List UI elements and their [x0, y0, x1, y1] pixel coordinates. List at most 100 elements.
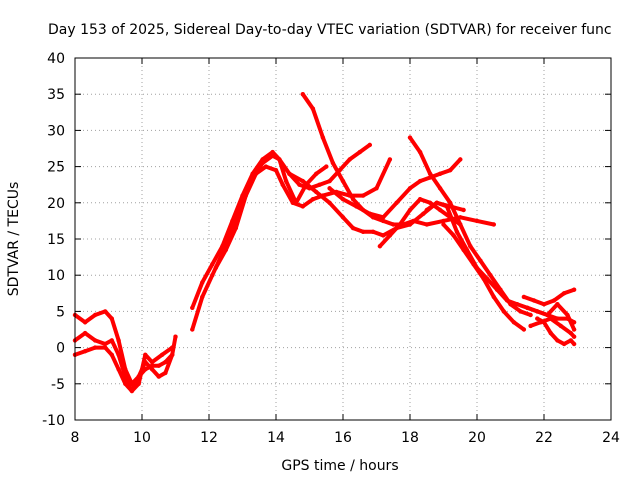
y-tick-label: -5 — [51, 377, 65, 393]
data-point — [243, 193, 248, 198]
data-point — [535, 316, 540, 321]
data-point — [478, 258, 483, 263]
data-point — [407, 186, 413, 191]
data-point — [437, 186, 443, 191]
y-tick-label: 40 — [47, 51, 65, 67]
data-point — [253, 171, 259, 176]
data-point — [370, 229, 376, 234]
series-line-pass-11 — [408, 135, 533, 317]
data-point — [357, 149, 362, 155]
x-tick-label: 14 — [267, 430, 285, 446]
data-point — [394, 200, 399, 205]
data-point — [233, 225, 238, 231]
data-point — [441, 222, 446, 227]
data-point — [417, 197, 423, 202]
data-point — [210, 273, 215, 278]
data-point — [149, 367, 155, 372]
data-point — [417, 178, 423, 184]
data-point — [159, 352, 165, 357]
grid — [75, 58, 611, 420]
data-point — [136, 381, 141, 386]
data-point — [173, 334, 178, 339]
y-tick-label: 15 — [47, 232, 65, 248]
x-tick-label: 24 — [602, 430, 620, 446]
data-point — [491, 294, 496, 300]
data-point — [381, 233, 386, 238]
data-point — [109, 338, 115, 343]
data-point — [213, 265, 218, 271]
data-point — [451, 233, 456, 238]
data-point — [471, 262, 476, 267]
data-point — [481, 276, 486, 281]
data-point — [541, 302, 547, 307]
data-point — [568, 338, 573, 343]
data-point — [571, 287, 577, 292]
data-point — [448, 168, 453, 173]
data-point — [190, 327, 195, 332]
data-point — [441, 218, 446, 224]
data-point — [518, 309, 523, 314]
data-point — [561, 341, 567, 347]
data-point — [109, 316, 115, 321]
series-layer — [72, 92, 577, 394]
data-point — [424, 222, 429, 227]
data-point — [521, 294, 527, 300]
data-point — [92, 312, 98, 318]
data-point — [381, 215, 386, 220]
data-point — [555, 316, 560, 321]
data-point — [327, 200, 332, 205]
data-point — [314, 189, 319, 195]
data-point — [360, 193, 366, 198]
data-point — [538, 320, 543, 325]
data-point — [427, 200, 433, 205]
data-point — [143, 352, 148, 357]
data-point — [156, 363, 161, 368]
data-point — [163, 359, 168, 365]
data-point — [92, 338, 98, 343]
data-point — [210, 262, 215, 267]
data-point — [82, 349, 88, 354]
data-point — [458, 222, 463, 227]
data-point — [535, 309, 540, 314]
data-point — [407, 207, 413, 213]
x-axis-ticks: 8 10 12 14 16 18 20 22 24 — [71, 58, 620, 446]
data-point — [350, 225, 356, 231]
data-point — [427, 171, 433, 176]
data-point — [377, 244, 383, 249]
data-point — [461, 247, 466, 253]
data-point — [200, 280, 205, 285]
data-point — [116, 367, 121, 372]
data-point — [314, 171, 319, 176]
x-tick-label: 16 — [334, 430, 352, 446]
data-point — [280, 182, 285, 187]
data-point — [287, 171, 292, 176]
data-point — [277, 157, 282, 162]
data-point — [317, 182, 322, 187]
data-point — [525, 305, 530, 310]
x-tick-label: 12 — [200, 430, 218, 446]
data-point — [444, 204, 450, 209]
series-line-pass-14 — [521, 287, 577, 307]
y-tick-label: 25 — [47, 160, 65, 176]
data-point — [391, 222, 396, 227]
data-point — [528, 312, 533, 318]
data-point — [545, 312, 550, 318]
data-point — [283, 178, 289, 184]
data-point — [330, 160, 336, 166]
data-point — [488, 273, 493, 278]
data-point — [92, 345, 98, 350]
data-point — [354, 204, 359, 209]
data-point — [367, 142, 372, 148]
data-point — [558, 323, 563, 329]
data-point — [521, 327, 527, 332]
series-line-pass-6 — [213, 157, 392, 270]
data-point — [528, 323, 533, 329]
data-point — [340, 215, 346, 220]
data-point — [561, 291, 567, 296]
data-point — [504, 298, 510, 303]
data-point — [220, 244, 225, 249]
data-point — [571, 341, 577, 347]
data-point — [387, 233, 393, 238]
x-tick-label: 22 — [535, 430, 553, 446]
